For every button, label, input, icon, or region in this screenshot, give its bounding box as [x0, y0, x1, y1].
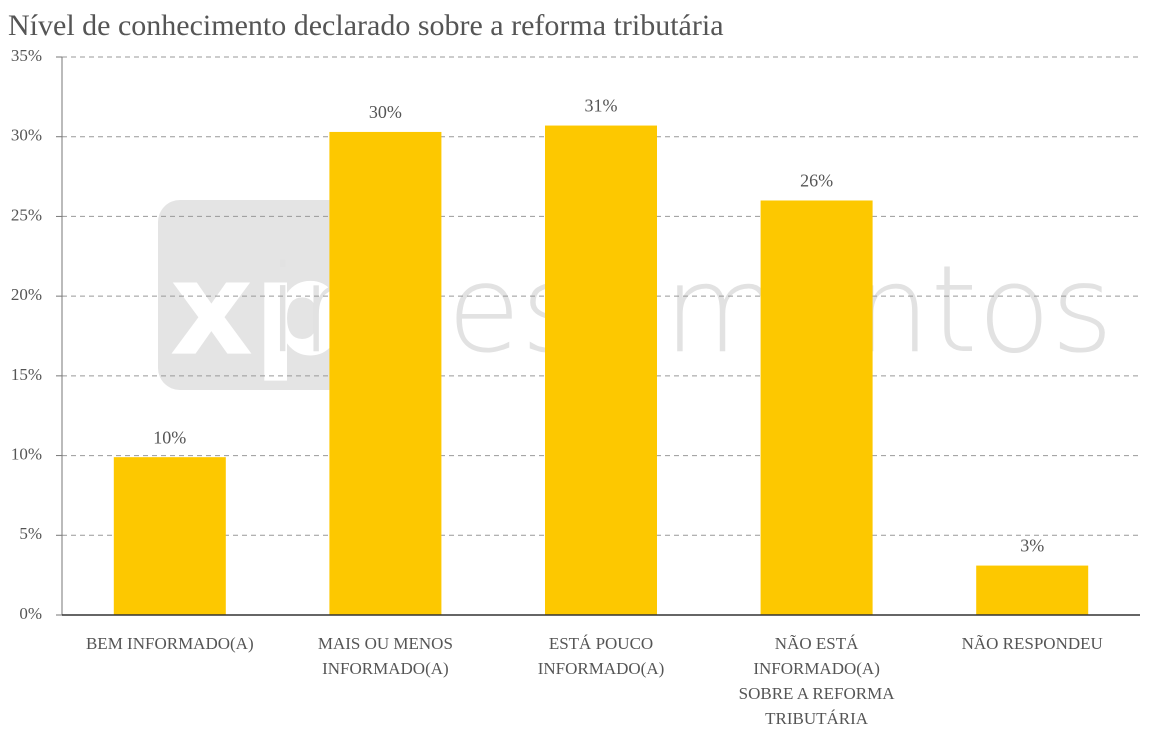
bar — [329, 131, 442, 615]
y-tick-label: 5% — [19, 524, 42, 543]
x-tick-label: BEM INFORMADO(A) — [85, 634, 254, 653]
y-tick-label: 35% — [11, 46, 42, 65]
bar — [976, 565, 1089, 615]
x-tick-label: NÃO ESTÁ INFORMADO(A) SOBRE A REFORMA TR… — [738, 634, 895, 728]
data-label: 3% — [1020, 536, 1044, 556]
x-tick-label: ESTÁ POUCO INFORMADO(A) — [537, 634, 665, 678]
bar — [113, 457, 226, 615]
chart-title: Nível de conhecimento declarado sobre a … — [8, 9, 724, 42]
y-tick-label: 25% — [11, 205, 42, 224]
watermark-logo: xp — [170, 233, 347, 385]
data-label: 30% — [369, 102, 402, 122]
y-tick-label: 10% — [11, 444, 42, 463]
x-tick-label: MAIS OU MENOS INFORMADO(A) — [317, 634, 453, 678]
data-label: 10% — [153, 427, 186, 447]
bar — [545, 125, 657, 615]
y-tick-label: 15% — [11, 365, 42, 384]
data-label: 31% — [585, 96, 618, 116]
x-tick-label: NÃO RESPONDEU — [961, 634, 1103, 653]
y-tick-label: 30% — [11, 126, 42, 145]
bar — [760, 200, 873, 615]
y-tick-label: 20% — [11, 285, 42, 304]
data-label: 26% — [800, 171, 833, 191]
watermark-logo-box — [158, 200, 358, 390]
y-tick-label: 0% — [19, 604, 42, 623]
